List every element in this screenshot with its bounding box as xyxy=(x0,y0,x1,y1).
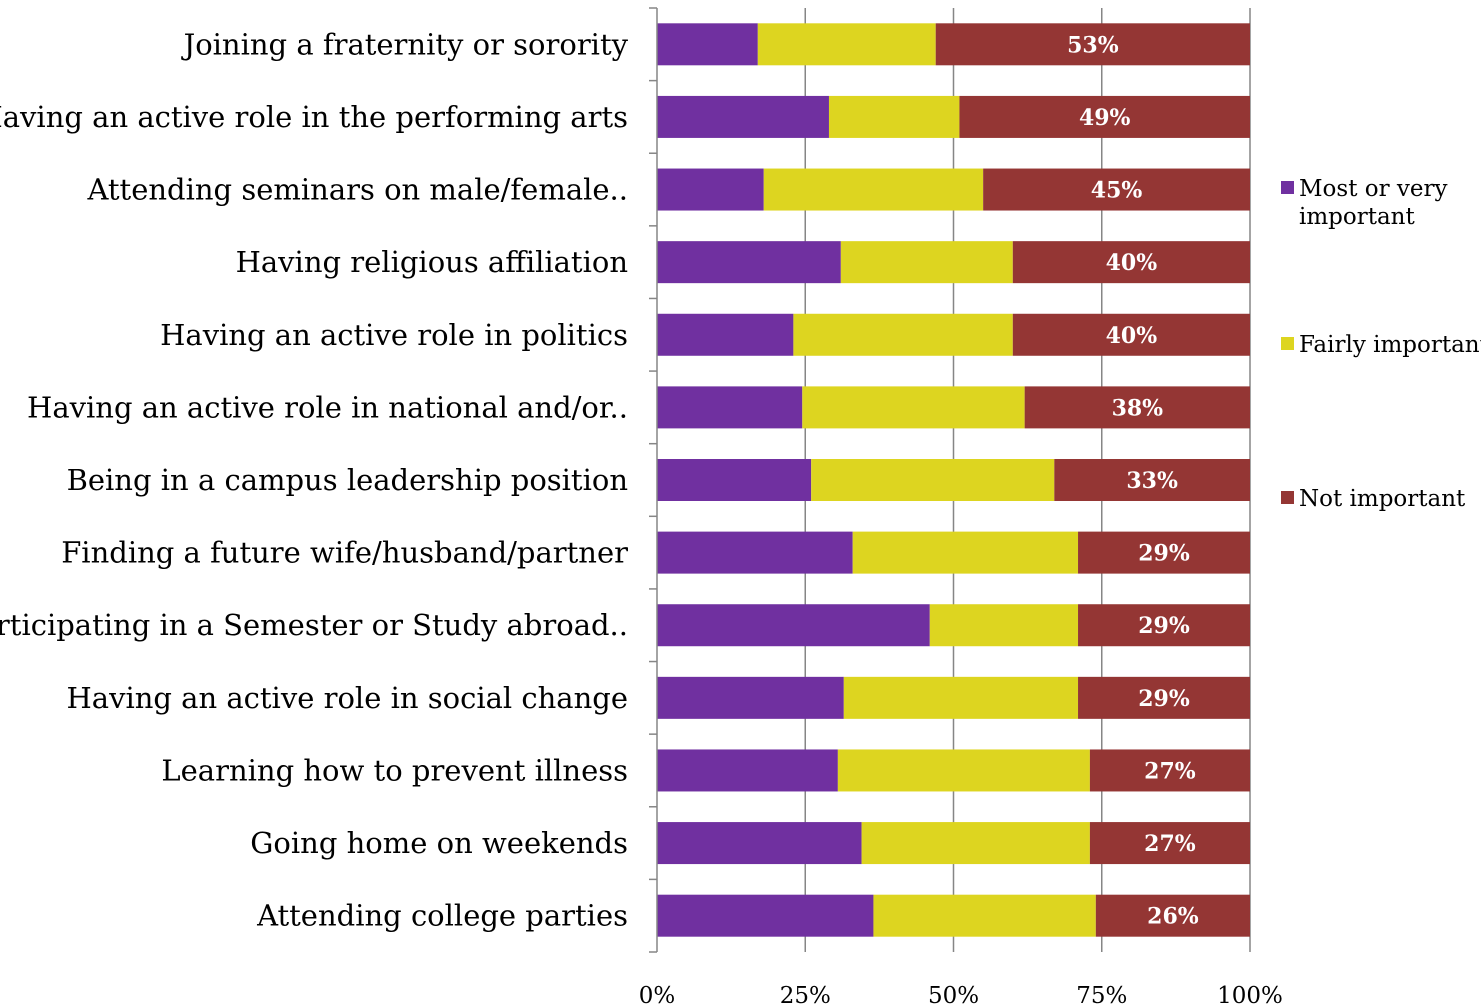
bars xyxy=(657,23,1250,937)
data-label: 40% xyxy=(1106,323,1158,349)
bar-segment xyxy=(852,531,1079,574)
bar-segment xyxy=(657,531,853,574)
bar-segment xyxy=(861,822,1090,865)
legend-item-fairly-important: Fairly important xyxy=(1281,331,1481,359)
category-label: Finding a future wife/husband/partner xyxy=(61,536,628,570)
x-tick-labels: 0% 25% 50% 75% 100% xyxy=(639,983,1283,1008)
category-label: Attending seminars on male/female.. xyxy=(86,173,628,207)
data-label: 29% xyxy=(1138,686,1190,712)
bar-segment xyxy=(959,95,1250,138)
bar-segment xyxy=(793,313,1013,356)
bar-segment xyxy=(1095,894,1250,937)
x-tick-label: 100% xyxy=(1217,983,1283,1008)
legend-label-most-important: Most or very important xyxy=(1299,176,1448,230)
bar-segment xyxy=(840,241,1013,284)
data-label: 53% xyxy=(1067,32,1119,58)
bar-segment xyxy=(657,168,764,211)
bar-segment xyxy=(837,749,1090,792)
bar-segment xyxy=(757,23,936,66)
bar-segment xyxy=(811,459,1055,501)
x-tick-label: 50% xyxy=(928,983,979,1008)
category-axis xyxy=(649,7,658,953)
legend-item-not-important: Not important xyxy=(1281,485,1481,513)
legend-item-most-important: Most or very important xyxy=(1281,175,1481,231)
data-label: 27% xyxy=(1144,831,1196,857)
bar-segment xyxy=(983,168,1250,211)
data-label: 33% xyxy=(1126,468,1178,494)
bar-segment xyxy=(1012,241,1250,284)
category-label: Participating in a Semester or Study abr… xyxy=(0,608,628,642)
bar-segment xyxy=(1054,459,1250,501)
bar-segment xyxy=(1089,749,1250,792)
x-tick-label: 75% xyxy=(1076,983,1127,1008)
category-label: Joining a fraternity or sorority xyxy=(181,27,629,61)
data-label: 40% xyxy=(1106,250,1158,276)
bar-segment xyxy=(657,95,829,138)
category-label: Being in a campus leadership position xyxy=(67,463,628,497)
legend-swatch-fairly-important xyxy=(1281,337,1294,350)
bar-segment xyxy=(935,23,1250,66)
category-labels: Joining a fraternity or sorority Having a… xyxy=(0,27,629,932)
x-tick-label: 0% xyxy=(639,983,676,1008)
bar-segment xyxy=(657,386,803,429)
data-label: 27% xyxy=(1144,758,1196,784)
data-label: 38% xyxy=(1112,395,1164,421)
category-label: Having religious affiliation xyxy=(236,245,628,279)
category-label: Having an active role in social change xyxy=(66,681,628,715)
category-label: Having an active role in politics xyxy=(160,318,628,352)
data-label: 49% xyxy=(1079,105,1131,131)
category-label: Going home on weekends xyxy=(250,826,628,860)
legend-label-fairly-important: Fairly important xyxy=(1299,332,1481,358)
category-label: Learning how to prevent illness xyxy=(161,753,628,787)
category-label: Attending college parties xyxy=(256,899,628,933)
bar-segment xyxy=(657,604,930,647)
bar-segment xyxy=(657,749,838,792)
bar-segment xyxy=(657,822,862,865)
category-label: Having an active role in national and/or… xyxy=(27,390,628,424)
bar-segment xyxy=(1012,313,1250,356)
bar-segment xyxy=(1078,604,1250,647)
category-label: Having an active role in the performing … xyxy=(0,100,628,134)
data-label: 29% xyxy=(1138,541,1190,567)
data-labels: 53% 49% 45% 40% 40% 38% 33% 29% 29% 29% 27% 27% 26% xyxy=(1067,32,1199,929)
data-label: 29% xyxy=(1138,613,1190,639)
data-label: 26% xyxy=(1147,904,1199,930)
x-tick-label: 25% xyxy=(780,983,831,1008)
bar-segment xyxy=(843,676,1079,719)
bar-segment xyxy=(657,676,844,719)
bar-segment xyxy=(657,459,812,501)
bar-segment xyxy=(1078,676,1250,719)
legend-swatch-not-important xyxy=(1281,491,1294,504)
bar-segment xyxy=(802,386,1025,429)
bar-segment xyxy=(657,241,841,284)
bar-segment xyxy=(657,894,874,937)
bar-segment xyxy=(873,894,1096,937)
legend-swatch-most-important xyxy=(1281,181,1294,194)
bar-segment xyxy=(828,95,960,138)
bar-segment xyxy=(657,23,758,66)
bar-segment xyxy=(929,604,1079,647)
bar-segment xyxy=(1089,822,1250,865)
data-label: 45% xyxy=(1091,178,1143,204)
bar-segment xyxy=(657,313,794,356)
bar-segment xyxy=(1078,531,1250,574)
bar-segment xyxy=(1024,386,1250,429)
legend-label-not-important: Not important xyxy=(1299,486,1466,512)
bar-segment xyxy=(763,168,984,211)
